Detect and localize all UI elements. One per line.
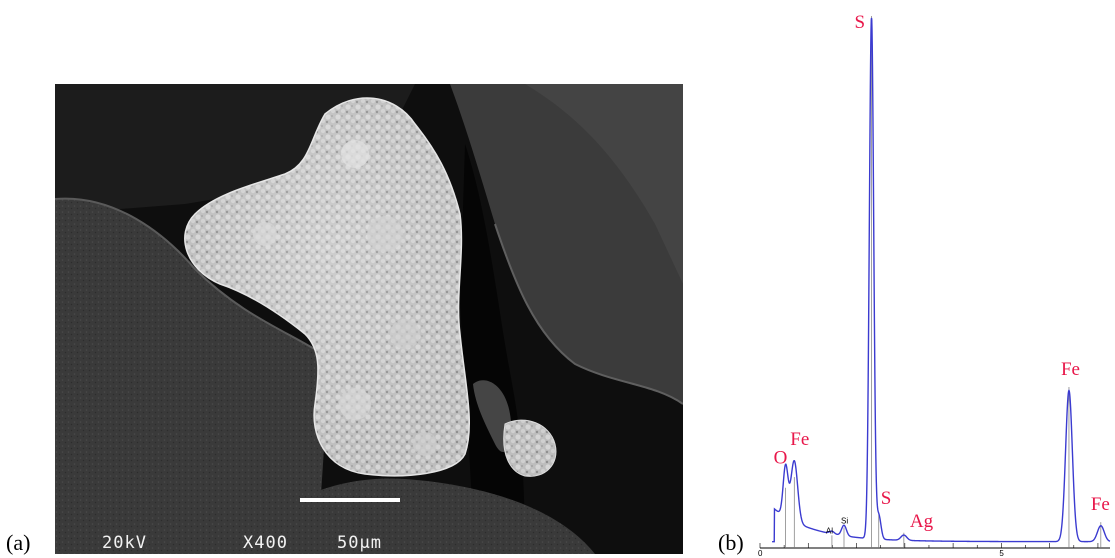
scale-bar-label: 50µm [337,533,382,553]
satellite-cluster [503,419,557,477]
spectrum-line [772,17,1111,543]
scale-bar [300,498,400,502]
magnification: X400 [243,533,288,553]
panel-a-label: (a) [6,530,31,555]
x-tick-label: 0 [758,549,763,558]
peak-label-si: Si [841,516,848,525]
accelerating-voltage: 20kV [102,533,147,553]
peak-label-o: O [774,448,788,469]
grain-left [55,198,330,554]
peak-label-al: Al [826,526,833,535]
peak-label-ag: Ag [910,511,934,532]
panel-b-label: (b) [718,530,744,555]
eds-peak-lines [785,16,1102,548]
x-tick-label: 5 [999,549,1004,558]
peak-label-fe: Fe [790,429,809,450]
peak-label-fe: Fe [1091,494,1110,515]
peak-label-s: S [881,488,892,509]
grain-bottom [245,478,595,554]
peak-label-s: S [855,12,866,33]
sem-image [55,84,683,554]
sem-micrograph: 20kV X400 50µm [55,84,683,554]
peak-label-fe: Fe [1061,359,1080,380]
